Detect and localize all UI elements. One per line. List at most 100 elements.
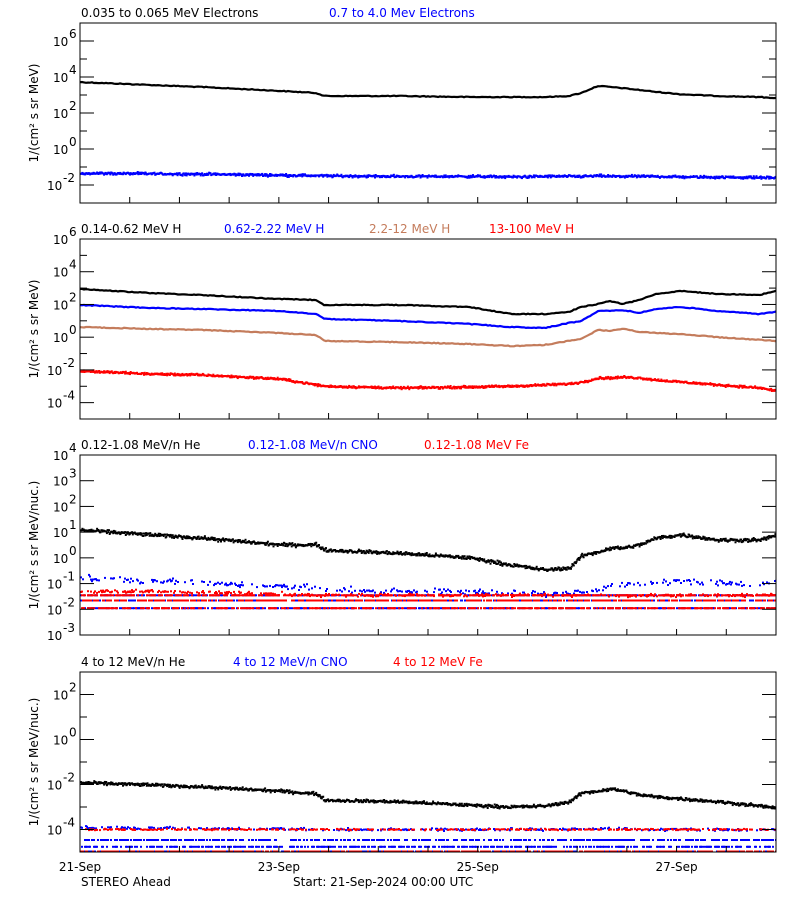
data-point (729, 581, 731, 583)
data-point (686, 579, 688, 581)
data-point (137, 600, 139, 602)
data-point (143, 594, 145, 596)
data-point (251, 583, 253, 585)
data-point (174, 600, 176, 602)
y-tick-label: 10 (47, 397, 62, 411)
data-point (326, 600, 328, 602)
data-point (151, 607, 153, 609)
data-point (653, 600, 655, 602)
data-point (163, 600, 165, 602)
data-point (218, 590, 220, 592)
data-point (152, 591, 154, 593)
y-tick-exponent: 6 (69, 27, 77, 41)
y-tick-label: 10 (53, 107, 68, 121)
data-point (263, 593, 265, 595)
data-point (139, 591, 141, 593)
data-point (631, 174, 633, 176)
data-point (248, 591, 250, 593)
legend-label: 0.7 to 4.0 Mev Electrons (329, 6, 475, 20)
data-point (216, 594, 218, 596)
data-point (269, 594, 271, 596)
data-point (240, 584, 242, 586)
data-point (88, 594, 90, 596)
data-point (368, 552, 370, 554)
data-point (256, 607, 258, 609)
data-point (179, 172, 181, 174)
data-point (691, 600, 693, 602)
data-point (479, 589, 481, 591)
data-point (293, 600, 295, 602)
data-point (218, 594, 220, 596)
data-point (246, 600, 248, 602)
data-point (164, 534, 166, 536)
plot-area (80, 289, 778, 393)
data-point (743, 584, 745, 586)
data-point (291, 600, 293, 602)
data-point (177, 581, 179, 583)
data-point (234, 594, 236, 596)
data-point (219, 600, 221, 602)
data-point (730, 584, 732, 586)
data-point (187, 600, 189, 602)
data-point (204, 607, 206, 609)
data-point (725, 538, 727, 540)
data-point (195, 594, 197, 596)
data-point (301, 593, 303, 595)
data-point (189, 594, 191, 596)
data-point (239, 594, 241, 596)
data-point (258, 600, 260, 602)
data-point (228, 591, 230, 593)
data-point (90, 591, 92, 593)
data-point (161, 600, 163, 602)
data-point (344, 607, 346, 609)
data-point (687, 536, 689, 538)
data-point (736, 583, 738, 585)
data-point (328, 594, 330, 596)
data-point (583, 592, 585, 594)
series-0-12-1-08-mev-n-he (80, 528, 778, 572)
data-point (574, 590, 576, 592)
data-point (95, 607, 97, 609)
data-point (244, 607, 246, 609)
data-point (221, 582, 223, 584)
data-point (302, 600, 304, 602)
data-point (411, 591, 413, 593)
data-point (270, 600, 272, 602)
data-point (653, 539, 655, 541)
data-point (201, 600, 203, 602)
data-point (233, 600, 235, 602)
data-point (303, 584, 305, 586)
data-point (324, 607, 326, 609)
data-point (202, 607, 204, 609)
data-point (230, 592, 232, 594)
data-point (443, 588, 445, 590)
data-point (207, 584, 209, 586)
data-point (348, 590, 350, 592)
data-point (191, 594, 193, 596)
data-point (595, 588, 597, 590)
data-point (346, 594, 348, 596)
data-point (174, 590, 176, 592)
series-0-035-to-0-065-mev-electrons (80, 82, 776, 98)
data-point (260, 592, 262, 594)
data-point (346, 607, 348, 609)
data-point (256, 586, 258, 588)
data-point (669, 582, 671, 584)
data-point (445, 590, 447, 592)
series-line (80, 289, 776, 315)
data-point (397, 590, 399, 592)
data-point (759, 584, 761, 586)
data-point (127, 579, 129, 581)
data-point (240, 607, 242, 609)
data-point (137, 580, 139, 582)
data-point (401, 591, 403, 593)
data-point (146, 594, 148, 596)
data-point (363, 589, 365, 591)
data-point (231, 583, 233, 585)
data-point (198, 600, 200, 602)
data-point (462, 592, 464, 594)
data-point (338, 594, 340, 596)
data-point (187, 607, 189, 609)
data-point (119, 607, 121, 609)
data-point (483, 558, 485, 560)
